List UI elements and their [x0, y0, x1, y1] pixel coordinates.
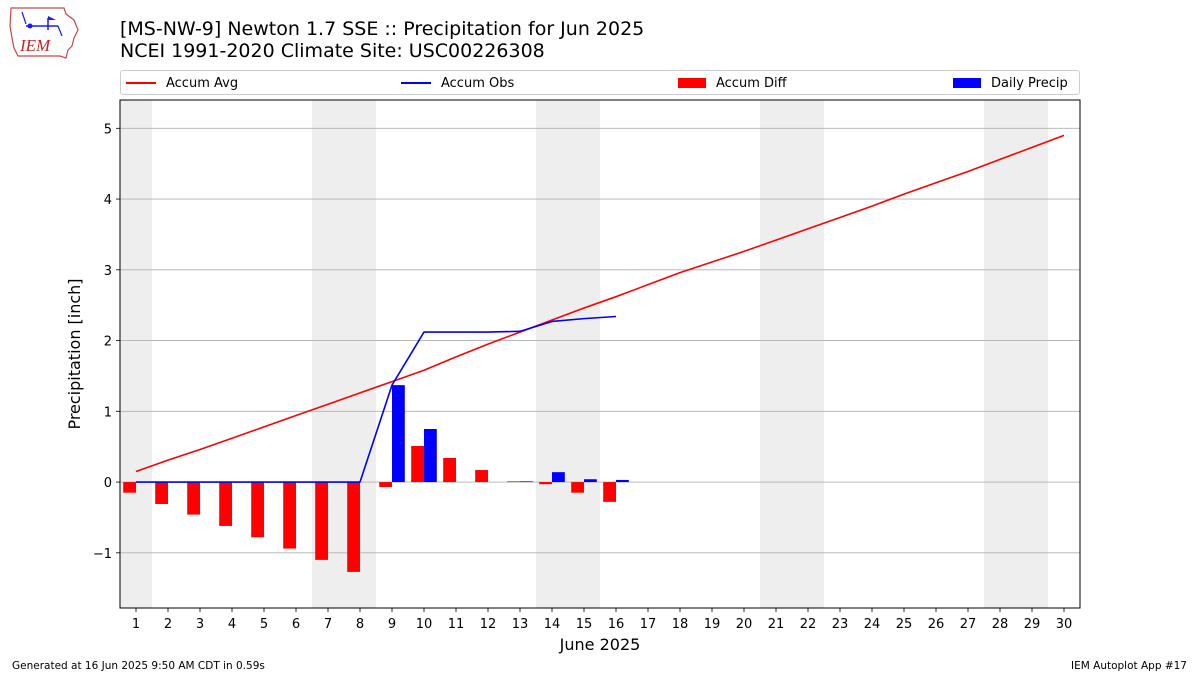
ytick-label: 1 — [104, 405, 112, 420]
weekend-band-14 — [536, 100, 568, 608]
xtick-label: 22 — [800, 617, 817, 632]
legend: Accum Avg Accum Obs Accum Diff Daily Pre… — [120, 70, 1080, 95]
legend-item-daily-precip: Daily Precip — [953, 74, 1068, 92]
xtick-label: 9 — [388, 617, 396, 632]
diff-bar-day-11 — [443, 458, 456, 483]
legend-swatch-accum-diff — [678, 78, 706, 88]
xtick-label: 24 — [864, 617, 881, 632]
xtick-label: 2 — [164, 617, 172, 632]
weekend-band-15 — [568, 100, 600, 608]
diff-bar-day-2 — [155, 482, 168, 504]
daily-bar-day-14 — [552, 472, 565, 483]
xtick-label: 8 — [356, 617, 364, 632]
accum-obs-line — [136, 315, 617, 483]
daily-bar-day-10 — [424, 428, 437, 483]
diff-bar-day-4 — [219, 482, 232, 526]
weekend-band-29 — [1016, 100, 1048, 608]
legend-label-daily-precip: Daily Precip — [991, 75, 1068, 91]
y-axis-label: Precipitation [inch] — [65, 278, 84, 429]
xtick-label: 30 — [1056, 617, 1073, 632]
xtick-label: 7 — [324, 617, 332, 632]
xtick-label: 4 — [228, 617, 236, 632]
xtick-label: 6 — [292, 617, 300, 632]
weekend-band-21 — [760, 100, 792, 608]
legend-swatch-accum-obs — [401, 82, 431, 84]
legend-item-accum-avg: Accum Avg — [126, 74, 238, 92]
xtick-label: 1 — [132, 617, 140, 632]
legend-swatch-accum-avg — [126, 82, 156, 84]
diff-bar-day-12 — [475, 470, 488, 483]
chart-subtitle: NCEI 1991-2020 Climate Site: USC00226308 — [120, 40, 545, 62]
legend-label-accum-avg: Accum Avg — [166, 75, 239, 91]
daily-bar-day-9 — [392, 385, 405, 483]
xtick-label: 26 — [928, 617, 945, 632]
daily-bar-day-16 — [616, 479, 629, 483]
diff-bar-day-10 — [411, 445, 424, 483]
xtick-label: 21 — [768, 617, 785, 632]
legend-label-accum-diff: Accum Diff — [716, 75, 787, 91]
xtick-label: 3 — [196, 617, 204, 632]
weekend-band-22 — [792, 100, 824, 608]
diff-bar-day-6 — [283, 482, 296, 549]
weekend-band-28 — [984, 100, 1016, 608]
diff-bar-day-8 — [347, 482, 360, 572]
xtick-label: 15 — [576, 617, 593, 632]
footer-generated: Generated at 16 Jun 2025 9:50 AM CDT in … — [12, 660, 265, 672]
legend-swatch-daily-precip — [953, 78, 981, 88]
diff-bar-day-9 — [379, 482, 392, 488]
diff-bar-day-14 — [539, 482, 552, 485]
legend-label-accum-obs: Accum Obs — [441, 75, 515, 91]
xtick-label: 14 — [544, 617, 561, 632]
xtick-label: 18 — [672, 617, 689, 632]
diff-bar-day-13 — [507, 481, 520, 483]
legend-item-accum-diff: Accum Diff — [678, 74, 787, 92]
xtick-label: 13 — [512, 617, 529, 632]
xtick-label: 5 — [260, 617, 268, 632]
xtick-label: 28 — [992, 617, 1009, 632]
xtick-label: 12 — [480, 617, 497, 632]
weekend-band-1 — [120, 100, 152, 608]
diff-bar-day-15 — [571, 482, 584, 493]
xtick-label: 27 — [960, 617, 977, 632]
diff-bar-day-1 — [123, 482, 136, 493]
weather-station-icon — [21, 11, 63, 37]
ytick-label: 3 — [104, 264, 112, 279]
diff-bar-day-3 — [187, 482, 200, 515]
ytick-label: 4 — [104, 193, 112, 208]
legend-item-accum-obs: Accum Obs — [401, 74, 514, 92]
ytick-label: 2 — [104, 335, 112, 350]
xtick-label: 23 — [832, 617, 849, 632]
ytick-label: 0 — [104, 476, 112, 491]
ytick-label: 5 — [104, 122, 112, 137]
xtick-label: 11 — [448, 617, 465, 632]
iem-logo: IEM — [9, 7, 79, 59]
xtick-label: 20 — [736, 617, 753, 632]
xtick-label: 19 — [704, 617, 721, 632]
logo-text: IEM — [19, 36, 51, 55]
xtick-label: 25 — [896, 617, 913, 632]
x-axis-label: June 2025 — [559, 635, 641, 654]
diff-bar-day-5 — [251, 482, 264, 538]
xtick-label: 10 — [416, 617, 433, 632]
accum-avg-line — [135, 134, 1065, 473]
diff-bar-day-16 — [603, 482, 616, 502]
chart-title: [MS-NW-9] Newton 1.7 SSE :: Precipitatio… — [120, 18, 645, 40]
diff-bar-day-7 — [315, 482, 328, 560]
footer-app: IEM Autoplot App #17 — [1071, 660, 1187, 672]
plot-frame — [119, 99, 1081, 609]
xtick-label: 16 — [608, 617, 625, 632]
daily-bar-day-13 — [520, 481, 533, 483]
daily-bar-day-15 — [584, 479, 597, 483]
xtick-label: 29 — [1024, 617, 1041, 632]
xtick-label: 17 — [640, 617, 657, 632]
ytick-label: −1 — [93, 547, 112, 562]
